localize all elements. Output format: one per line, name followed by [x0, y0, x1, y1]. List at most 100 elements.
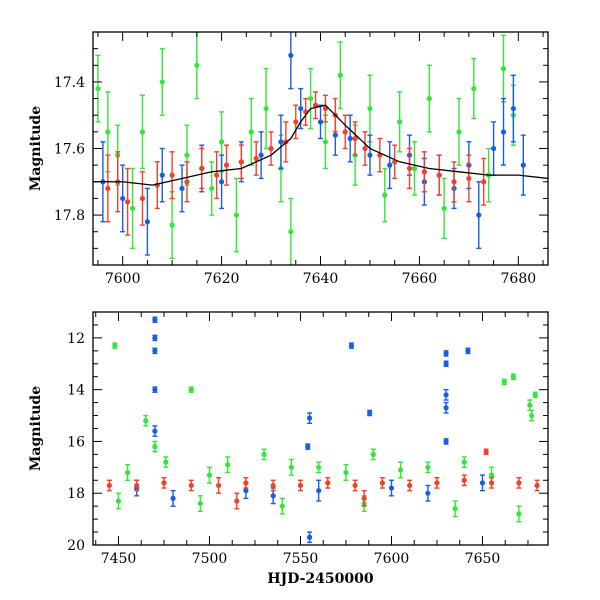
data-point — [516, 480, 522, 486]
data-point — [305, 444, 311, 450]
data-point — [270, 493, 276, 499]
y-tick-label: 12 — [67, 331, 85, 347]
data-point — [105, 185, 111, 192]
data-point — [425, 464, 431, 470]
data-point — [139, 129, 146, 135]
data-point — [214, 172, 220, 178]
data-point — [263, 105, 269, 112]
data-point — [367, 410, 373, 416]
data-point — [297, 482, 304, 489]
data-point — [529, 412, 535, 419]
series-0 — [112, 342, 538, 523]
data-point — [152, 317, 158, 323]
data-point — [258, 152, 264, 158]
data-point — [325, 480, 331, 486]
x-tick-label: 7600 — [374, 551, 410, 567]
data-point — [120, 195, 126, 202]
data-point — [379, 480, 385, 486]
data-point — [343, 469, 349, 476]
data-point — [288, 52, 294, 58]
x-tick-label: 7600 — [105, 271, 141, 287]
data-point — [465, 348, 471, 354]
data-point — [129, 205, 136, 212]
data-point — [388, 485, 395, 491]
data-point — [161, 480, 167, 486]
data-point — [139, 195, 146, 202]
y-tick-label: 16 — [67, 434, 85, 450]
data-point — [209, 185, 215, 192]
data-point — [134, 482, 140, 489]
data-point — [184, 152, 190, 158]
data-point — [197, 500, 203, 507]
data-point — [456, 129, 462, 135]
data-point — [288, 229, 294, 235]
data-point — [488, 472, 495, 478]
model-curve — [93, 104, 548, 186]
data-point — [179, 185, 185, 192]
data-point — [308, 95, 314, 102]
y-tick-label: 17.8 — [54, 208, 85, 224]
data-point — [159, 79, 165, 85]
data-point — [347, 135, 353, 142]
data-point — [461, 477, 467, 483]
data-point — [152, 348, 158, 354]
data-point — [261, 451, 267, 457]
data-point — [124, 469, 131, 476]
x-tick-label: 7500 — [192, 551, 228, 567]
data-point — [488, 480, 495, 486]
data-point — [534, 482, 540, 489]
plot-area — [106, 316, 540, 544]
plot-area — [93, 32, 548, 265]
y-tick-label: 18 — [67, 486, 85, 502]
data-point — [215, 482, 222, 489]
data-point — [397, 119, 403, 125]
data-point — [516, 511, 522, 517]
data-point — [532, 392, 538, 398]
data-point — [188, 387, 194, 393]
data-point — [434, 480, 440, 486]
data-point — [332, 132, 338, 138]
data-point — [298, 105, 304, 112]
data-point — [451, 179, 457, 185]
data-point — [483, 449, 489, 455]
x-axis-label: HJD-2450000 — [267, 571, 374, 587]
data-point — [253, 155, 259, 162]
data-point — [348, 343, 355, 349]
data-point — [112, 343, 118, 349]
data-point — [425, 490, 431, 496]
y-axis-label: Magnitude — [28, 386, 44, 471]
x-tick-label: 7640 — [303, 271, 339, 287]
data-point — [194, 62, 200, 68]
data-point — [452, 506, 458, 512]
data-point — [199, 165, 205, 172]
data-point — [316, 488, 322, 494]
data-point — [501, 379, 507, 385]
data-point — [337, 72, 343, 78]
data-point — [443, 350, 449, 357]
data-point — [479, 480, 486, 486]
series-2 — [106, 448, 540, 510]
data-point — [342, 129, 348, 135]
x-tick-label: 7550 — [283, 551, 319, 567]
series-0 — [95, 32, 516, 265]
bottom-panel-full: 7450 7500 7550 7600 7650 12 14 16 18 20 Magnitude H… — [28, 311, 549, 587]
data-point — [218, 139, 225, 145]
data-point — [317, 119, 324, 125]
data-point — [225, 462, 231, 468]
data-point — [105, 129, 111, 135]
data-point — [436, 172, 442, 178]
data-point — [243, 480, 249, 486]
data-point — [387, 162, 393, 168]
data-point — [238, 159, 244, 165]
data-point — [370, 451, 376, 457]
data-point — [367, 152, 373, 158]
data-point — [223, 162, 230, 168]
data-point — [490, 145, 497, 152]
data-point — [461, 459, 467, 465]
y-tick-label: 17.4 — [54, 75, 85, 91]
data-point — [115, 498, 122, 504]
data-point — [248, 129, 254, 135]
data-point — [471, 85, 477, 92]
data-point — [152, 428, 158, 434]
data-point — [466, 175, 472, 182]
